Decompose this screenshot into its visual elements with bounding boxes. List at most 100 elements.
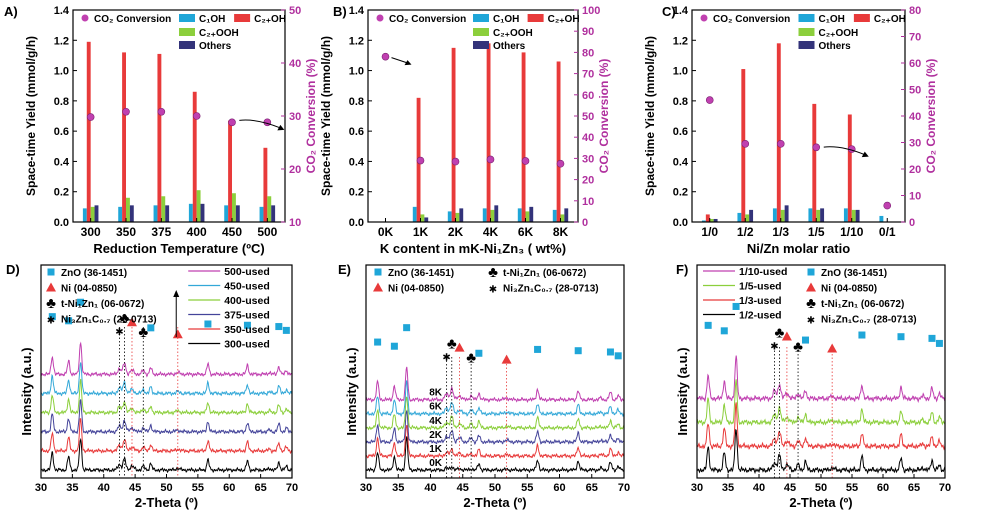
conversion-point xyxy=(192,112,201,120)
zno-peak-marker xyxy=(48,313,56,321)
x-tick-label: 300 xyxy=(81,225,101,239)
xrd-trace-1 xyxy=(40,437,293,474)
y2-tick-label: 50 xyxy=(909,85,921,97)
bar-3-3 xyxy=(780,209,785,222)
bar-3-4 xyxy=(196,190,201,222)
zno-peak-marker xyxy=(704,321,712,329)
x-tick-label: 30 xyxy=(360,482,372,494)
bar-1-5 xyxy=(517,208,522,222)
y-tick-label: 1.4 xyxy=(673,5,689,17)
y-tick-label: 0.2 xyxy=(54,187,69,199)
bar-4-4 xyxy=(494,205,499,222)
x-tick-label: 500 xyxy=(257,225,277,239)
bar-4-2 xyxy=(749,209,754,222)
y2-tick-label: 10 xyxy=(909,191,921,203)
zno-peak-marker xyxy=(475,349,483,357)
x-tick-label: 0/1 xyxy=(879,225,896,239)
conversion-point xyxy=(122,107,130,116)
series-legend-label: 450-used xyxy=(224,281,270,293)
bar-4-6 xyxy=(564,208,569,222)
x-tick-label: 400 xyxy=(187,225,207,239)
xrd-panel-3: F)♣♣✱30 35 40 45 50 55 60 65 702-Theta (º)Intens… xyxy=(675,262,951,510)
x-tick-label: 2K xyxy=(448,225,464,239)
phase-legend-label: t-Ni₁Zn₁ (06-0672) xyxy=(61,299,144,310)
x-tick-label: 0K xyxy=(378,225,394,239)
nic-peak-marker: ✱ xyxy=(115,327,123,338)
xrd-trace-2 xyxy=(40,418,293,455)
bar-3-4 xyxy=(816,209,821,222)
series-legend-label: 300-used xyxy=(224,339,270,351)
nizn-peak-marker: ♣ xyxy=(120,310,130,327)
series-legend-label: 1/5-used xyxy=(739,281,782,293)
ni-peak-marker xyxy=(501,354,512,364)
conversion-point xyxy=(705,96,714,104)
conversion-point xyxy=(416,156,425,165)
phase-legend-marker xyxy=(807,268,815,276)
phase-legend-marker: ✱ xyxy=(489,285,497,296)
ni-peak-marker xyxy=(827,343,838,353)
x-tick-label: 45 xyxy=(457,482,469,494)
arrow-head xyxy=(277,124,285,131)
x-tick-label: 8K xyxy=(553,225,569,239)
legend-label: CO₂ Conversion xyxy=(713,14,790,25)
bar-4-5 xyxy=(855,209,860,222)
x-axis-label: Ni/Zn molar ratio xyxy=(747,241,850,256)
zno-peak-marker xyxy=(897,333,905,341)
bar-3-1 xyxy=(90,206,95,222)
conversion-point xyxy=(812,143,821,152)
bar-2-2 xyxy=(122,52,126,223)
zno-peak-marker xyxy=(275,323,283,331)
y-tick-label: 0.0 xyxy=(673,217,688,229)
xrd-trace-3 xyxy=(696,379,946,427)
zno-peak-marker xyxy=(374,338,382,346)
xrd-trace-2 xyxy=(696,402,946,451)
series-legend-label: 1/3-used xyxy=(739,295,782,307)
xrd-panel-2: E)♣♣✱30 35 40 45 50 55 60 65 702-Theta (º)Intens… xyxy=(338,262,630,510)
bar-2-4 xyxy=(812,103,817,222)
y2-tick-label: 90 xyxy=(582,26,594,38)
x-tick-label: 65 xyxy=(908,482,920,494)
bar-4-3 xyxy=(784,205,789,222)
bar-3-2 xyxy=(745,214,750,222)
y2-tick-label: 80 xyxy=(909,5,921,17)
legend-label: C₁OH xyxy=(819,14,845,25)
panel-label: C) xyxy=(662,4,676,19)
y-axis-label: Space-time Yield (mmol/g/h) xyxy=(643,36,657,196)
y-tick-label: 0.6 xyxy=(349,126,364,138)
y2-tick-label: 30 xyxy=(582,153,594,165)
bar-1-1 xyxy=(82,208,87,222)
legend-label: C₂₊OOH xyxy=(493,28,533,39)
x-tick-label: 375 xyxy=(151,225,171,239)
zno-peak-marker xyxy=(282,326,290,334)
y-tick-label: 1.4 xyxy=(349,5,365,17)
phase-legend-label: Ni (04-0850) xyxy=(821,284,877,295)
x-tick-label: 30 xyxy=(35,482,47,494)
x-tick-label: 55 xyxy=(521,482,533,494)
legend-swatch xyxy=(179,28,195,36)
zno-peak-marker xyxy=(858,331,866,339)
x-axis-label: 2-Theta (º) xyxy=(463,495,526,510)
y2-axis-label: CO₂ Conversion (%) xyxy=(597,59,611,174)
bar-panel-3: C) 0.0 0.2 0.4 0.6 0.8 1.0 1.2 1.4 0 10 20 30 40 50 60 7… xyxy=(643,4,938,256)
bar-4-6 xyxy=(271,205,276,222)
bar-4-1 xyxy=(713,218,718,222)
series-legend-label: 350-used xyxy=(224,324,270,336)
y-axis-label: Space-time Yield (mmol/g/h) xyxy=(319,36,333,196)
phase-legend-label: t-Ni₁Zn₁ (06-0672) xyxy=(503,268,586,279)
legend-label: C₂₊OOH xyxy=(819,28,859,39)
legend-swatch xyxy=(798,14,815,22)
bar-2-3 xyxy=(776,43,781,222)
xrd-panel-1: D)♣♣✱30 35 40 45 50 55 60 65 702-Theta (º)Intens… xyxy=(6,262,298,510)
phase-legend-marker: ✱ xyxy=(807,316,815,327)
x-tick-label: 45 xyxy=(784,482,796,494)
y-tick-label: 0.8 xyxy=(54,96,69,108)
x-tick-label: 70 xyxy=(939,482,951,494)
legend-marker xyxy=(376,14,384,22)
legend-label: C₂₊OOH xyxy=(199,28,239,39)
bar-2-5 xyxy=(847,114,852,222)
y2-tick-label: 70 xyxy=(582,69,594,81)
ni-peak-marker xyxy=(781,331,792,341)
xrd-trace-1 xyxy=(365,436,625,474)
zno-peak-marker xyxy=(614,352,622,360)
bar-2-3 xyxy=(451,47,456,222)
